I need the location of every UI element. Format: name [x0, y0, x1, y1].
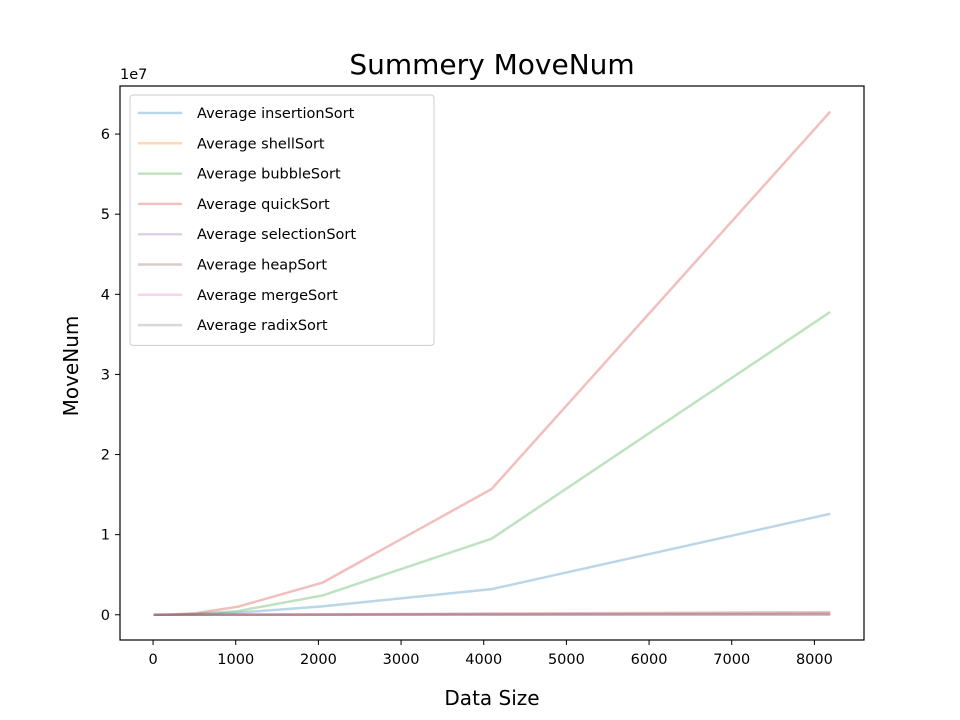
series-line-1	[153, 512, 831, 617]
x-tick-label: 6000	[631, 652, 668, 668]
y-axis: 0 1 2 3 4 5 6	[101, 127, 120, 624]
series-line-7	[153, 612, 831, 617]
y-tick-label: 4	[101, 287, 110, 303]
chart-title: Summery MoveNum	[349, 48, 634, 81]
legend-entry: Average radixSort	[197, 318, 328, 334]
y-tick-label: 2	[101, 448, 110, 464]
series-line-2	[153, 612, 831, 617]
x-tick-label: 0	[148, 652, 157, 668]
x-tick-label: 8000	[796, 652, 833, 668]
series-line-8	[153, 612, 831, 617]
y-tick-label: 0	[101, 608, 110, 624]
legend-entry: Average heapSort	[197, 258, 327, 274]
x-tick-label: 3000	[383, 652, 420, 668]
legend-entry: Average bubbleSort	[197, 167, 341, 183]
y-axis-label: MoveNum	[59, 316, 83, 417]
y-tick-label: 1	[101, 528, 110, 544]
y-tick-label: 5	[101, 207, 110, 223]
plot-frame	[119, 85, 865, 641]
x-axis-label: Data Size	[444, 686, 539, 710]
x-tick-label: 2000	[300, 652, 337, 668]
series-line-6	[153, 610, 831, 617]
x-tick-label: 5000	[548, 652, 585, 668]
plot-area	[119, 85, 865, 641]
y-tick-label: 6	[101, 127, 110, 143]
legend: Average insertionSort Average shellSort Av…	[129, 94, 435, 346]
legend-entry: Average mergeSort	[197, 288, 338, 304]
x-tick-label: 4000	[465, 652, 502, 668]
x-tick-label: 1000	[217, 652, 254, 668]
y-offset-label: 1e7	[120, 67, 147, 83]
legend-entry: Average selectionSort	[197, 227, 356, 243]
series-line-4	[153, 110, 832, 617]
legend-frame	[129, 94, 435, 346]
series-line-3	[153, 310, 831, 617]
legend-entry: Average insertionSort	[197, 106, 355, 122]
x-tick-label: 7000	[713, 652, 750, 668]
y-tick-label: 3	[101, 367, 110, 383]
legend-entry: Average shellSort	[197, 136, 325, 152]
legend-entry: Average quickSort	[197, 197, 330, 213]
x-axis: 0 1000 2000 3000 4000 5000 6000 7000 8000	[148, 640, 833, 668]
